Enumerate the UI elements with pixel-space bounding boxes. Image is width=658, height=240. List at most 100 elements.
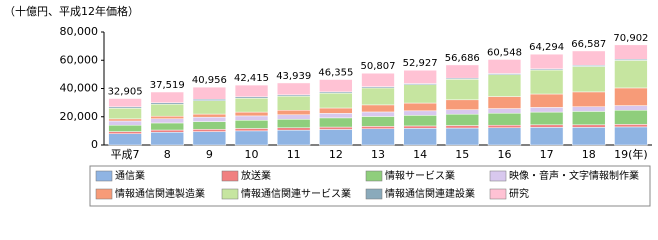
bar-segment bbox=[277, 114, 311, 120]
x-tick-label: 平成7 bbox=[111, 148, 140, 161]
bar-segment bbox=[319, 117, 353, 128]
bar-segment bbox=[572, 106, 606, 112]
bar-segment bbox=[319, 92, 353, 109]
x-tick-label: 14 bbox=[413, 148, 427, 161]
bar-segment bbox=[361, 111, 395, 117]
bar-segment bbox=[108, 108, 142, 120]
total-label: 64,294 bbox=[529, 42, 564, 53]
bar-segment bbox=[361, 87, 395, 106]
x-tick-label: 13 bbox=[371, 148, 385, 161]
bar-segment bbox=[445, 125, 479, 129]
x-tick-label: 15 bbox=[455, 148, 469, 161]
bar-segment bbox=[150, 132, 184, 146]
bar-segment bbox=[108, 98, 142, 108]
legend-label: 放送業 bbox=[241, 169, 271, 182]
bar-segment bbox=[234, 128, 269, 132]
bar-segment bbox=[445, 64, 479, 79]
bar-segment bbox=[487, 124, 522, 129]
x-tick-label: 10 bbox=[245, 148, 259, 161]
x-tick-label: 17 bbox=[540, 148, 554, 161]
x-tick-label: 8 bbox=[164, 148, 171, 161]
legend-swatch bbox=[489, 188, 507, 200]
y-tick-label: 20,000 bbox=[60, 110, 99, 123]
bar-segment bbox=[150, 129, 184, 133]
legend-swatch bbox=[221, 170, 239, 182]
bar-segment bbox=[319, 79, 353, 93]
bar-segment bbox=[572, 124, 606, 128]
bar-segment bbox=[572, 91, 606, 107]
bar-segment bbox=[234, 97, 269, 113]
total-label: 56,686 bbox=[445, 53, 480, 64]
bar-segment bbox=[487, 112, 522, 126]
bar-segment bbox=[234, 115, 269, 121]
x-tick-label: 18 bbox=[582, 148, 596, 161]
bar-segment bbox=[319, 126, 353, 130]
legend-label: 情報サービス業 bbox=[385, 169, 455, 182]
bar-segment bbox=[614, 44, 648, 60]
bar-segment bbox=[487, 108, 522, 114]
bar-segment bbox=[277, 82, 311, 96]
bar-segment bbox=[403, 125, 437, 129]
x-tick-label: 9 bbox=[206, 148, 213, 161]
bar-segment bbox=[192, 116, 227, 122]
bar-segment bbox=[529, 127, 564, 146]
legend-label: 情報通信関連製造業 bbox=[115, 187, 205, 200]
bar-segment bbox=[108, 124, 142, 132]
bar-segment bbox=[614, 105, 648, 111]
bar-segment bbox=[192, 121, 227, 130]
bar-segment bbox=[277, 95, 311, 111]
legend-box bbox=[89, 165, 651, 207]
legend-swatch bbox=[95, 188, 113, 200]
legend-swatch bbox=[365, 170, 383, 182]
y-tick-label: 80,000 bbox=[60, 25, 99, 38]
bar-segment bbox=[319, 113, 353, 119]
bar-segment bbox=[403, 128, 437, 146]
bar-segment bbox=[150, 91, 184, 104]
bar-segment bbox=[529, 124, 564, 128]
bar-segment bbox=[234, 130, 269, 146]
bar-segment bbox=[319, 129, 353, 146]
bar-segment bbox=[277, 129, 311, 146]
bar-segment bbox=[150, 103, 184, 117]
bar-segment bbox=[403, 102, 437, 112]
total-label: 42,415 bbox=[234, 73, 269, 84]
bar-segment bbox=[108, 120, 142, 126]
bar-segment bbox=[572, 127, 606, 146]
bar-segment bbox=[529, 93, 564, 108]
bar-segment bbox=[445, 109, 479, 115]
y-tick-label: 60,000 bbox=[60, 53, 99, 66]
legend-label: 通信業 bbox=[115, 169, 145, 182]
legend-label: 情報通信関連建設業 bbox=[385, 187, 475, 200]
total-label: 52,927 bbox=[403, 58, 438, 69]
bar-segment bbox=[108, 131, 142, 134]
bar-segment bbox=[319, 107, 353, 114]
bar-segment bbox=[108, 118, 142, 122]
total-label: 70,902 bbox=[613, 33, 648, 44]
bar-segment bbox=[403, 69, 437, 84]
bar-segment bbox=[234, 84, 269, 98]
bar-segment bbox=[614, 126, 648, 146]
legend-swatch bbox=[221, 188, 239, 200]
bar-segment bbox=[361, 128, 395, 146]
total-label: 37,519 bbox=[150, 80, 185, 91]
x-tick-label: 19(年) bbox=[614, 147, 648, 161]
x-tick-label: 11 bbox=[287, 148, 301, 161]
bar-segment bbox=[614, 87, 648, 106]
bar-segment bbox=[487, 127, 522, 146]
chart: （十億円、平成12年価格） 0 20,000 40,000 60,000 80,000 3… bbox=[4, 4, 652, 207]
bar-segment bbox=[572, 50, 606, 66]
bar-segment bbox=[529, 69, 564, 95]
y-tick-label: 0 bbox=[91, 138, 98, 151]
bar-segment bbox=[192, 113, 227, 118]
bar-segment bbox=[234, 111, 269, 117]
bar-segment bbox=[445, 113, 479, 126]
y-tick-label: 40,000 bbox=[60, 82, 99, 95]
bar-segment bbox=[277, 110, 311, 116]
bar-segment bbox=[529, 53, 564, 70]
bar-segment bbox=[361, 116, 395, 127]
bar-segment bbox=[487, 74, 522, 97]
x-tick-label: 16 bbox=[497, 148, 511, 161]
total-label: 32,905 bbox=[108, 87, 143, 98]
bar-segment bbox=[192, 100, 227, 115]
unit-label: （十億円、平成12年価格） bbox=[4, 4, 139, 18]
